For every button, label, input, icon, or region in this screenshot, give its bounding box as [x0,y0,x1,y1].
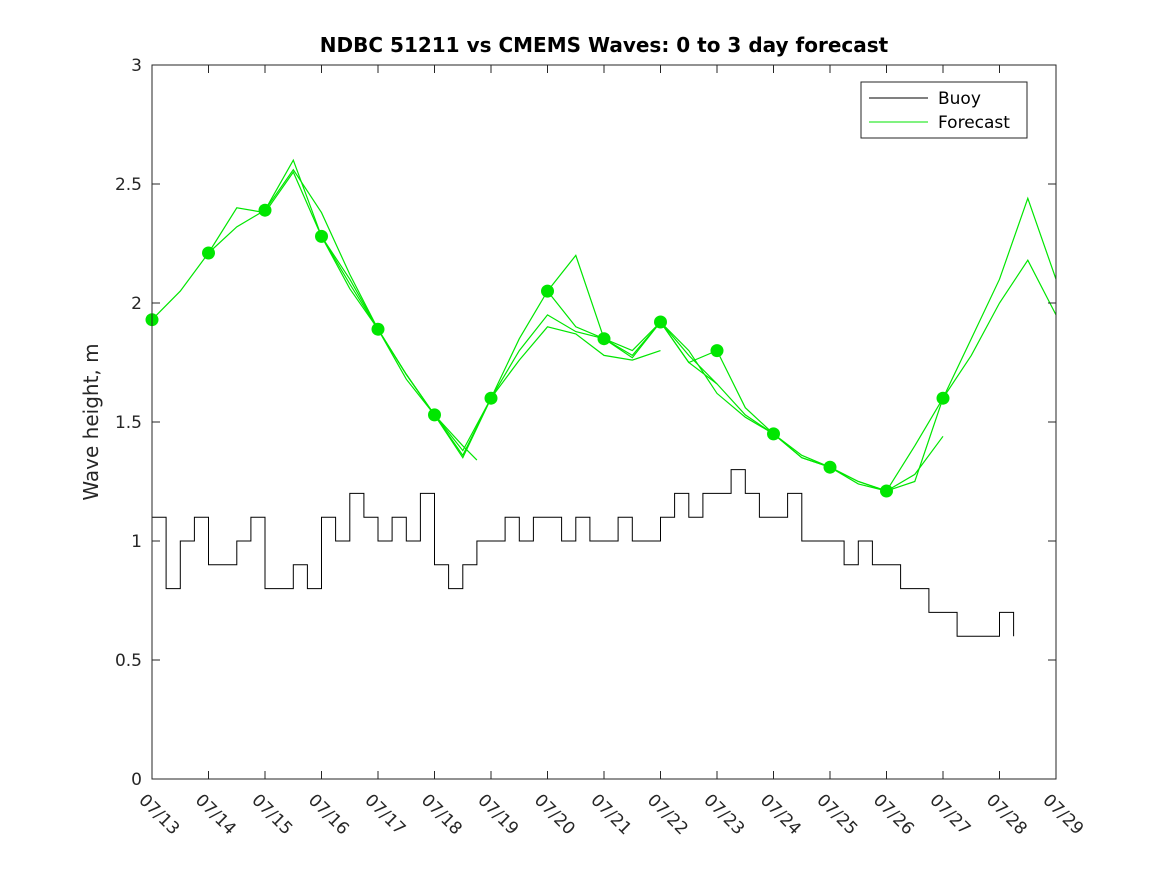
x-tick-label: 07/20 [530,790,579,839]
legend-box [860,81,1028,139]
forecast-line-1 [151,170,478,461]
y-tick-label: 1 [131,532,142,552]
forecast-line-6 [660,196,1057,492]
x-tick-label: 07/29 [1038,790,1087,839]
y-tick-label: 2.5 [115,175,142,195]
x-tick-label: 07/24 [756,790,805,839]
forecast-init-point [258,203,272,217]
forecast-line-4 [320,236,774,459]
forecast-init-point [654,315,667,329]
x-tick-label: 07/23 [699,790,748,839]
x-tick-label: 07/26 [869,790,918,839]
x-tick-label: 07/21 [586,790,635,839]
plot-data [145,158,1057,637]
forecast-init-point [767,427,780,441]
y-axis-label: Wave height, m [79,343,103,500]
y-tick-label: 0.5 [115,651,142,671]
y-tick-label: 2 [131,294,142,314]
x-tick-label: 07/19 [473,790,522,839]
y-axis: 0 0.5 1 1.5 2 2.5 3 [115,56,1056,790]
x-tick-label: 07/25 [812,790,861,839]
legend-label-forecast: Forecast [938,113,1010,133]
legend: Buoy Forecast [860,81,1028,139]
x-tick-label: 07/16 [304,790,353,839]
x-tick-label: 07/27 [925,790,974,839]
forecast-init-point [936,391,950,405]
y-tick-label: 0 [131,770,142,790]
x-tick-label: 07/13 [134,790,183,839]
forecast-init-point [710,344,724,358]
x-tick-label: 07/22 [643,790,692,839]
legend-label-buoy: Buoy [938,89,981,109]
x-axis: 07/13 07/14 07/15 07/16 07/17 07/18 07/19 07/20… [134,65,1087,839]
x-tick-label: 07/15 [247,790,296,839]
forecast-init-point [428,408,441,422]
forecast-init-point [541,284,554,298]
y-tick-label: 1.5 [115,413,142,433]
forecast-init-point [315,229,328,243]
x-tick-label: 07/18 [417,790,466,839]
forecast-init-point [484,391,498,405]
forecast-line-7 [773,259,1057,492]
forecast-init-point [371,322,385,336]
forecast-init-point [880,484,893,498]
chart-title: NDBC 51211 vs CMEMS Waves: 0 to 3 day fo… [320,33,889,57]
forecast-line-5 [547,290,944,492]
buoy-line [152,469,1015,637]
plot-area-frame [151,64,1057,780]
x-tick-label: 07/14 [191,790,240,839]
forecast-init-point [202,246,215,260]
forecast-init-point [823,460,837,474]
x-tick-label: 07/17 [360,790,409,839]
x-tick-label: 07/28 [982,790,1031,839]
forecast-line-3 [264,158,718,457]
forecast-init-point [597,332,611,346]
y-tick-label: 3 [131,56,142,76]
